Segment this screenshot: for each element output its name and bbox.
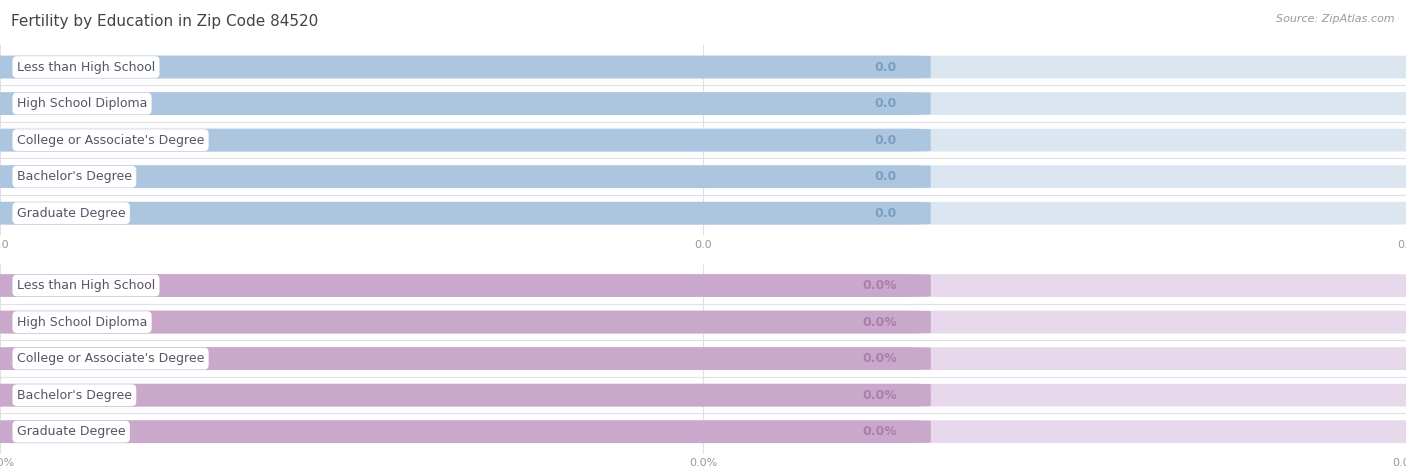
Text: Graduate Degree: Graduate Degree: [17, 425, 125, 438]
Text: 0.0: 0.0: [875, 207, 897, 220]
Text: 0.0: 0.0: [875, 60, 897, 74]
Text: 0.0%: 0.0%: [862, 352, 897, 365]
Text: 0.0%: 0.0%: [862, 315, 897, 329]
Text: Less than High School: Less than High School: [17, 279, 155, 292]
FancyBboxPatch shape: [0, 56, 931, 78]
FancyBboxPatch shape: [0, 92, 1406, 115]
FancyBboxPatch shape: [0, 420, 931, 443]
Text: Less than High School: Less than High School: [17, 60, 155, 74]
Text: Bachelor's Degree: Bachelor's Degree: [17, 389, 132, 402]
Text: Graduate Degree: Graduate Degree: [17, 207, 125, 220]
FancyBboxPatch shape: [0, 202, 1406, 225]
Text: 0.0%: 0.0%: [862, 389, 897, 402]
Text: 0.0: 0.0: [875, 170, 897, 183]
FancyBboxPatch shape: [0, 384, 1406, 407]
FancyBboxPatch shape: [0, 420, 1406, 443]
FancyBboxPatch shape: [0, 384, 931, 407]
FancyBboxPatch shape: [0, 165, 931, 188]
Text: 0.0%: 0.0%: [862, 279, 897, 292]
FancyBboxPatch shape: [0, 165, 1406, 188]
Text: Fertility by Education in Zip Code 84520: Fertility by Education in Zip Code 84520: [11, 14, 319, 29]
Text: 0.0: 0.0: [875, 97, 897, 110]
FancyBboxPatch shape: [0, 274, 1406, 297]
Text: 0.0: 0.0: [875, 133, 897, 147]
Text: High School Diploma: High School Diploma: [17, 315, 148, 329]
FancyBboxPatch shape: [0, 92, 931, 115]
FancyBboxPatch shape: [0, 129, 931, 152]
Text: 0.0%: 0.0%: [862, 425, 897, 438]
FancyBboxPatch shape: [0, 311, 931, 333]
FancyBboxPatch shape: [0, 311, 1406, 333]
Text: College or Associate's Degree: College or Associate's Degree: [17, 352, 204, 365]
FancyBboxPatch shape: [0, 347, 1406, 370]
Text: Source: ZipAtlas.com: Source: ZipAtlas.com: [1277, 14, 1395, 24]
Text: High School Diploma: High School Diploma: [17, 97, 148, 110]
FancyBboxPatch shape: [0, 202, 931, 225]
Text: Bachelor's Degree: Bachelor's Degree: [17, 170, 132, 183]
FancyBboxPatch shape: [0, 274, 931, 297]
FancyBboxPatch shape: [0, 56, 1406, 78]
Text: College or Associate's Degree: College or Associate's Degree: [17, 133, 204, 147]
FancyBboxPatch shape: [0, 347, 931, 370]
FancyBboxPatch shape: [0, 129, 1406, 152]
